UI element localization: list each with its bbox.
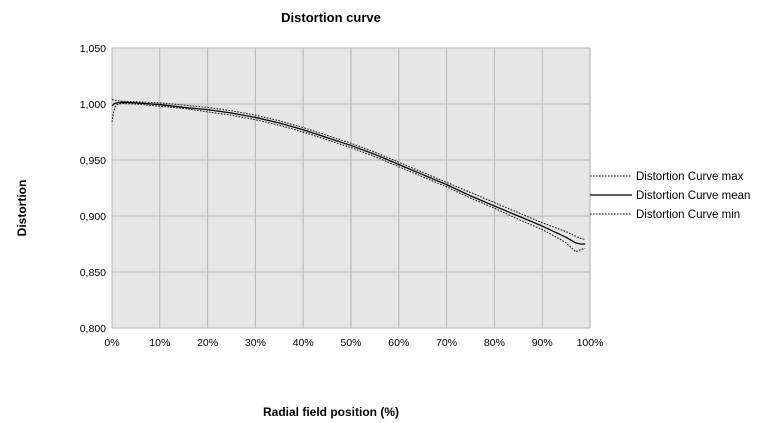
chart-title: Distortion curve [281,10,381,25]
x-tick-label: 80% [484,337,505,349]
x-tick-label: 10% [149,337,170,349]
x-axis-ticks: 0% 10% 20% 30% 40% 50% 60% 70% 80% 90% 100% [104,337,603,349]
x-tick-label: 20% [197,337,218,349]
x-tick-label: 30% [245,337,266,349]
x-tick-label: 0% [104,337,119,349]
x-tick-label: 70% [436,337,457,349]
legend-label: Distortion Curve mean [636,190,750,202]
series-line-distortion-curve-max [111,99,586,241]
legend: Distortion Curve max Distortion Curve mea… [590,171,750,221]
y-tick-label: 0,900 [80,211,106,223]
y-tick-label: 1,000 [80,99,106,111]
x-tick-label: 50% [340,337,361,349]
x-tick-label: 90% [532,337,553,349]
gridlines [111,47,591,329]
x-tick-label: 40% [293,337,314,349]
legend-label: Distortion Curve max [636,171,744,183]
series-lines [111,99,586,253]
y-tick-label: 0,850 [80,267,106,279]
x-axis-title: Radial field position (%) [263,405,399,419]
x-tick-label: 60% [388,337,409,349]
y-axis-title: Distortion [15,180,29,237]
y-tick-label: 0,950 [80,155,106,167]
legend-label: Distortion Curve min [636,209,740,221]
y-tick-label: 1,050 [80,43,106,55]
y-tick-label: 0,800 [80,323,106,335]
y-axis-ticks: 0,800 0,850 0,900 0,950 1,000 1,050 [80,43,106,335]
x-tick-label: 100% [577,337,604,349]
series-line-distortion-curve-mean [111,101,586,245]
